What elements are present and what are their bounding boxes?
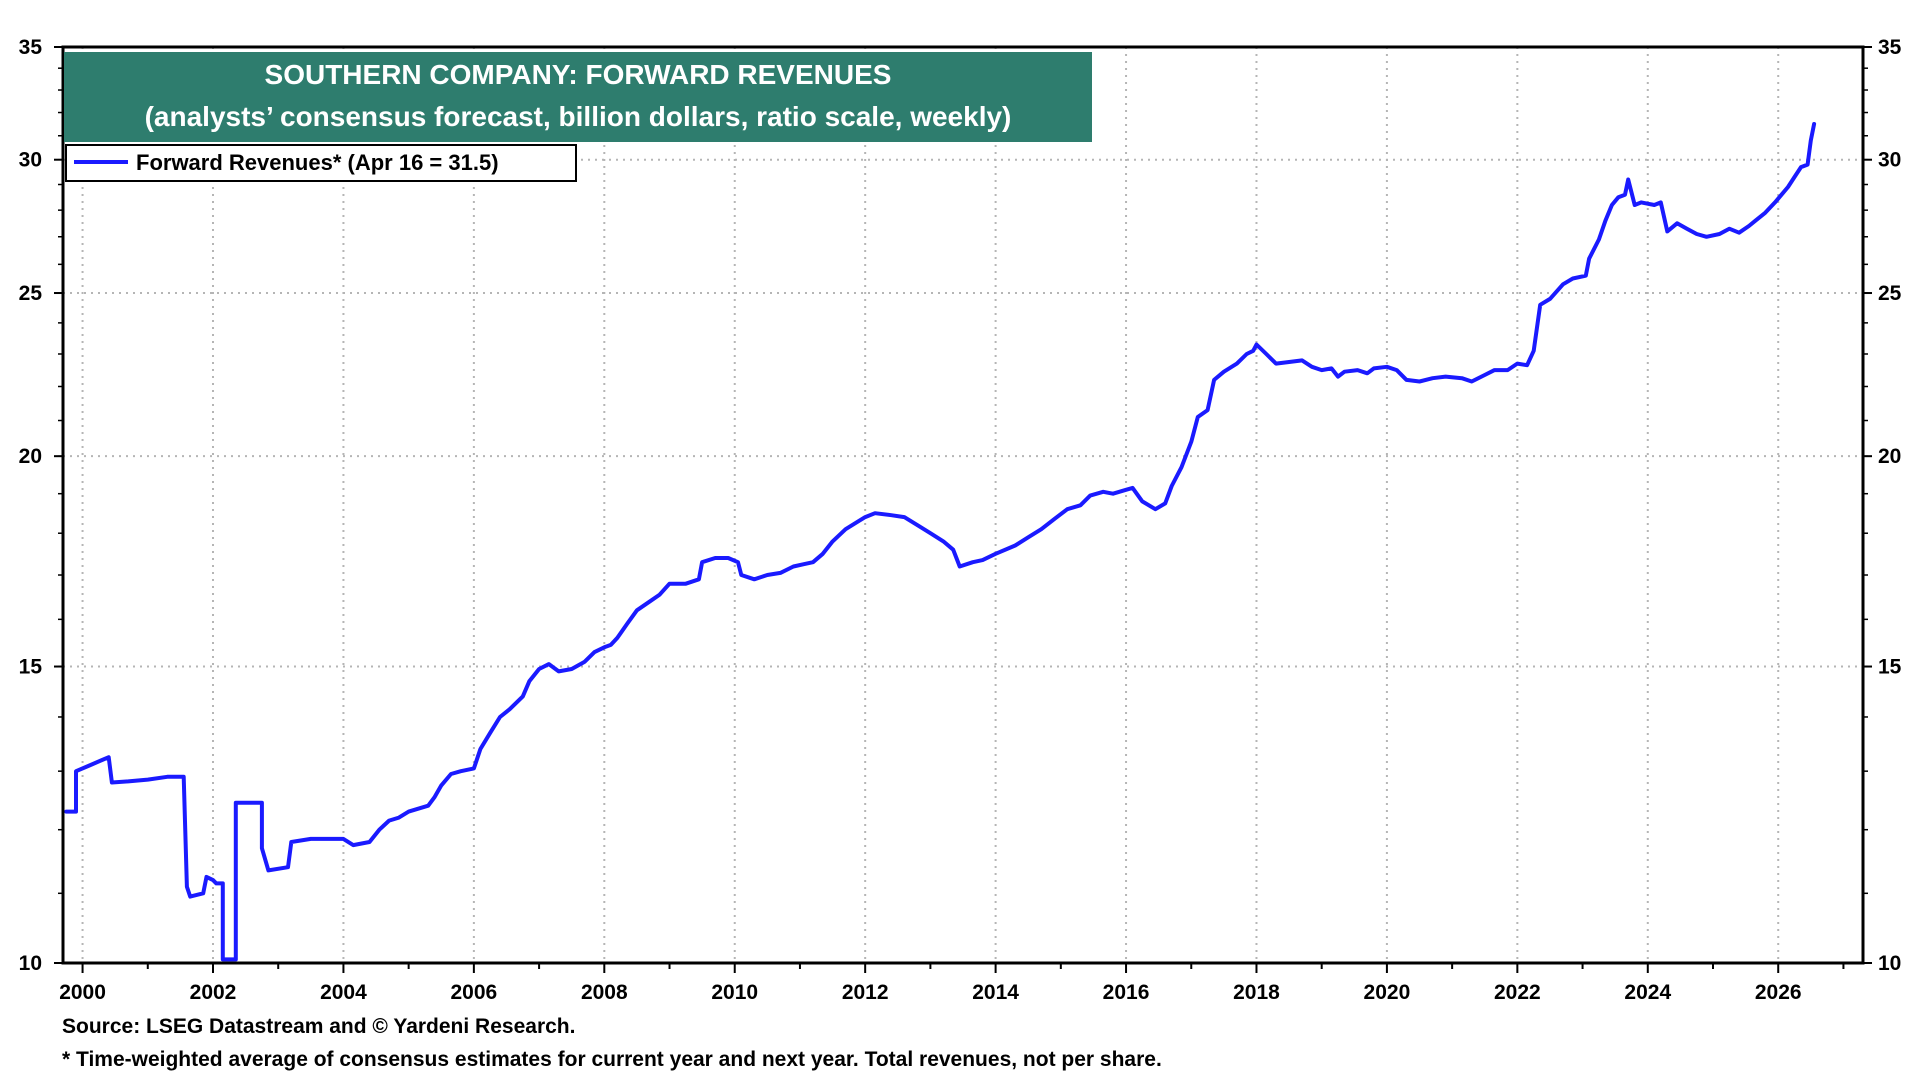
legend-box: [65, 144, 577, 182]
x-tick-label: 2010: [711, 981, 758, 1004]
chart-title: SOUTHERN COMPANY: FORWARD REVENUES: [265, 59, 892, 90]
chart-subtitle: (analysts’ consensus forecast, billion d…: [145, 101, 1012, 132]
source-note: Source: LSEG Datastream and © Yardeni Re…: [62, 1015, 576, 1038]
x-tick-label: 2012: [842, 981, 889, 1004]
x-tick-label: 2014: [972, 981, 1019, 1004]
legend-label: Forward Revenues* (Apr 16 = 31.5): [136, 150, 499, 175]
y-tick-label-right: 20: [1878, 445, 1901, 468]
y-tick-label-left: 25: [19, 282, 43, 305]
tick-marks: [54, 46, 1872, 973]
y-tick-label-left: 10: [19, 952, 42, 975]
x-tick-label: 2026: [1755, 981, 1802, 1004]
plot-frame: [61, 45, 1865, 965]
title-box: SOUTHERN COMPANY: FORWARD REVENUES (anal…: [64, 52, 1092, 142]
title-background: [64, 52, 1092, 142]
y-tick-label-right: 30: [1878, 149, 1901, 172]
x-tick-label: 2020: [1364, 981, 1411, 1004]
y-tick-label-right: 25: [1878, 282, 1902, 305]
y-tick-label-right: 35: [1878, 36, 1902, 59]
x-tick-label: 2022: [1494, 981, 1541, 1004]
x-tick-label: 2004: [320, 981, 367, 1004]
x-tick-label: 2018: [1233, 981, 1280, 1004]
y-tick-label-right: 10: [1878, 952, 1901, 975]
x-tick-label: 2008: [581, 981, 628, 1004]
y-tick-label-right: 15: [1878, 656, 1902, 679]
gridlines: [63, 47, 1863, 963]
y-tick-label-left: 30: [19, 149, 42, 172]
y-tick-label-left: 35: [19, 36, 43, 59]
x-tick-label: 2002: [190, 981, 237, 1004]
footnote: * Time-weighted average of consensus est…: [62, 1048, 1162, 1071]
x-tick-label: 2016: [1103, 981, 1150, 1004]
x-tick-label: 2000: [59, 981, 106, 1004]
series-line-forward-revenues: [64, 122, 1817, 962]
data-series: [64, 122, 1817, 962]
x-tick-label: 2024: [1624, 981, 1671, 1004]
y-tick-label-left: 20: [19, 445, 42, 468]
y-tick-label-left: 15: [19, 656, 43, 679]
x-tick-label: 2006: [451, 981, 498, 1004]
legend: Forward Revenues* (Apr 16 = 31.5): [65, 144, 577, 182]
